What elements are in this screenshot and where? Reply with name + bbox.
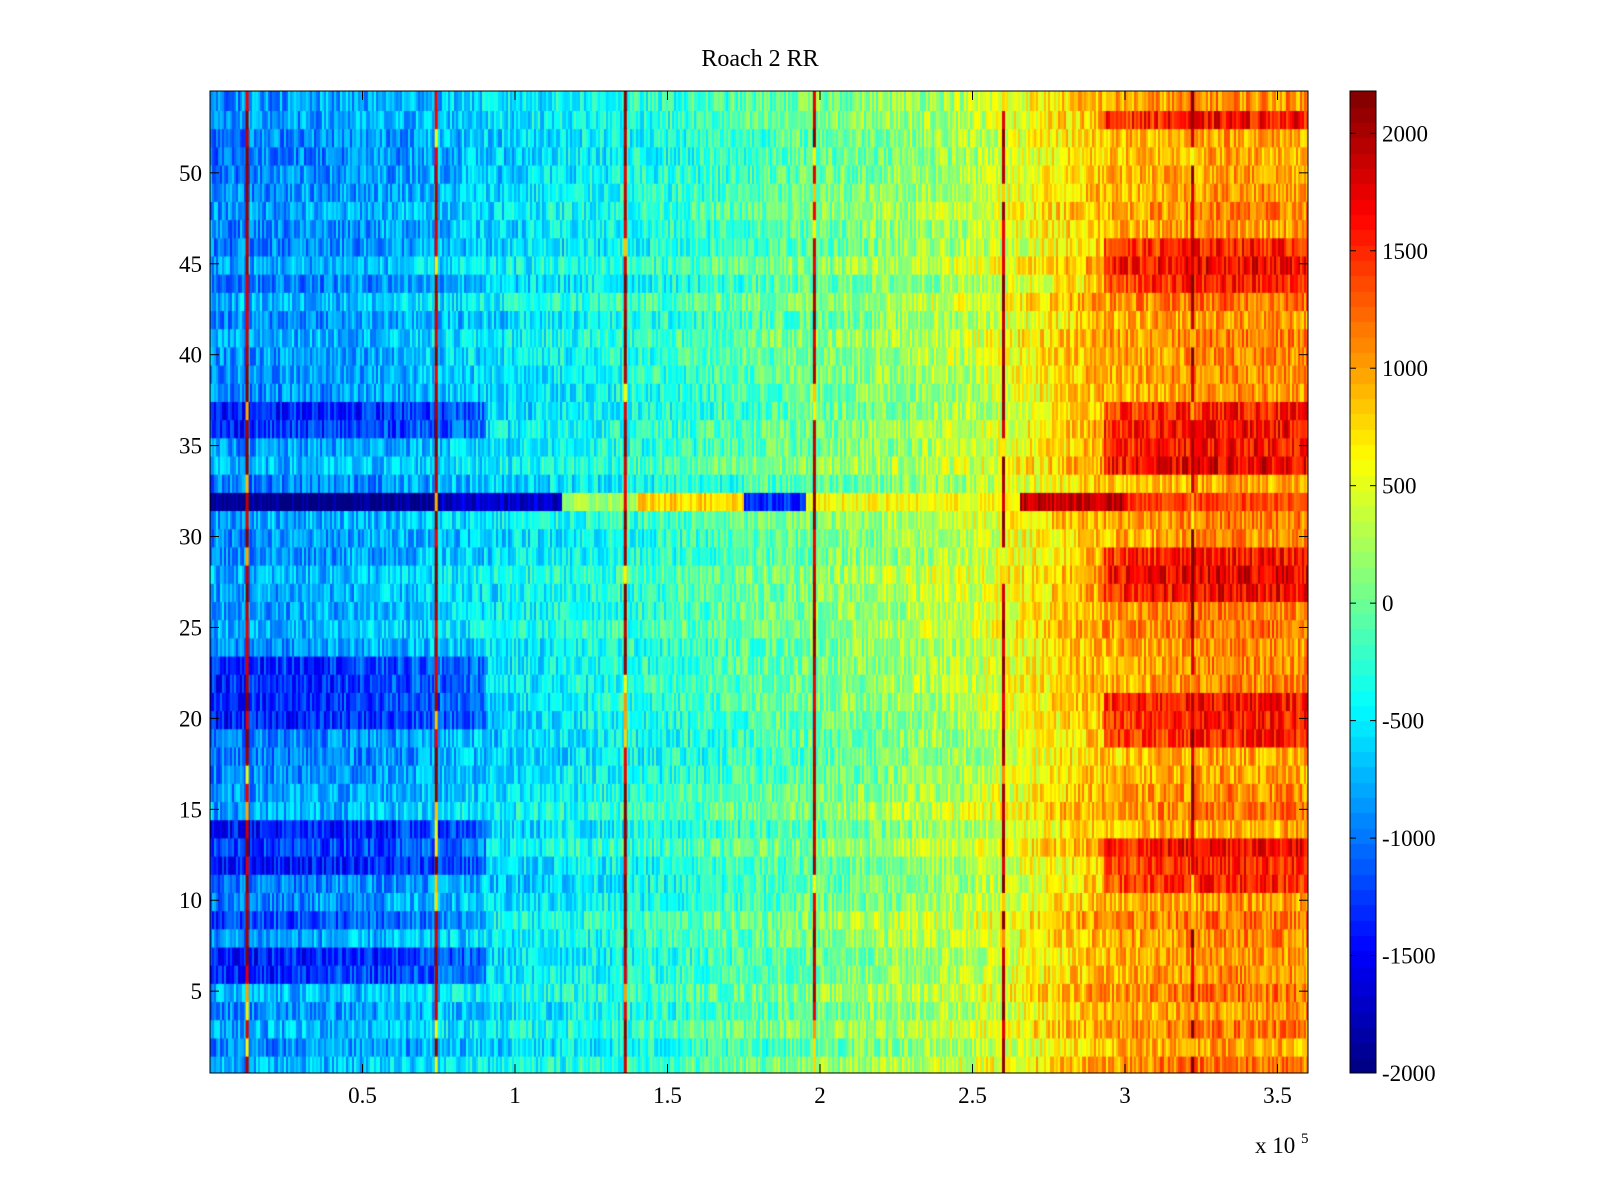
- x-axis-multiplier-base: x 10: [1255, 1133, 1295, 1158]
- colorbar-tick-label: -500: [1382, 709, 1424, 734]
- x-tick-label: 2: [814, 1083, 826, 1108]
- y-tick-label: 5: [191, 979, 203, 1004]
- heatmap-plot-area: [210, 91, 1308, 1073]
- colorbar-tick-label: 2000: [1382, 121, 1428, 146]
- y-tick-label: 35: [179, 434, 202, 459]
- colorbar-tick-label: 1000: [1382, 356, 1428, 381]
- y-tick-label: 10: [179, 888, 202, 913]
- heatmap-cells: [210, 91, 1308, 1073]
- colorbar-tick-label: 0: [1382, 591, 1394, 616]
- colorbar: 2000 1500 1000 500 0 -500 -1000 -1500 -2000: [1349, 90, 1436, 1086]
- y-tick-label: 15: [179, 797, 202, 822]
- colorbar-gradient: [1350, 91, 1376, 1073]
- x-axis-multiplier: x 10 5: [1255, 1131, 1309, 1158]
- colorbar-tick-label: 500: [1382, 474, 1417, 499]
- colorbar-tick-label: -2000: [1382, 1061, 1436, 1086]
- y-tick-label: 40: [179, 343, 202, 368]
- y-tick-label: 50: [179, 161, 202, 186]
- y-tick-label: 25: [179, 615, 202, 640]
- colorbar-frame: [1349, 90, 1377, 1074]
- x-tick-label: 2.5: [958, 1083, 987, 1108]
- axes: 0.5 1 1.5 2 2.5 3 3.5 5 10 15 20 25 30 35 40 45 50: [179, 90, 1309, 1108]
- chart-title: Roach 2 RR: [701, 46, 818, 72]
- x-tick-label: 0.5: [348, 1083, 377, 1108]
- y-tick-label: 30: [179, 525, 202, 550]
- colorbar-tick-label: -1500: [1382, 944, 1436, 969]
- x-tick-label: 1.5: [653, 1083, 682, 1108]
- colorbar-tick-label: 1500: [1382, 239, 1428, 264]
- y-tick-label: 20: [179, 706, 202, 731]
- x-tick-label: 1: [509, 1083, 521, 1108]
- x-tick-label: 3: [1119, 1083, 1131, 1108]
- x-tick-label: 3.5: [1263, 1083, 1292, 1108]
- colorbar-tick-label: -1000: [1382, 826, 1436, 851]
- plot-frame: [209, 90, 1309, 1074]
- y-tick-label: 45: [179, 252, 202, 277]
- x-axis-multiplier-exponent: 5: [1301, 1131, 1309, 1147]
